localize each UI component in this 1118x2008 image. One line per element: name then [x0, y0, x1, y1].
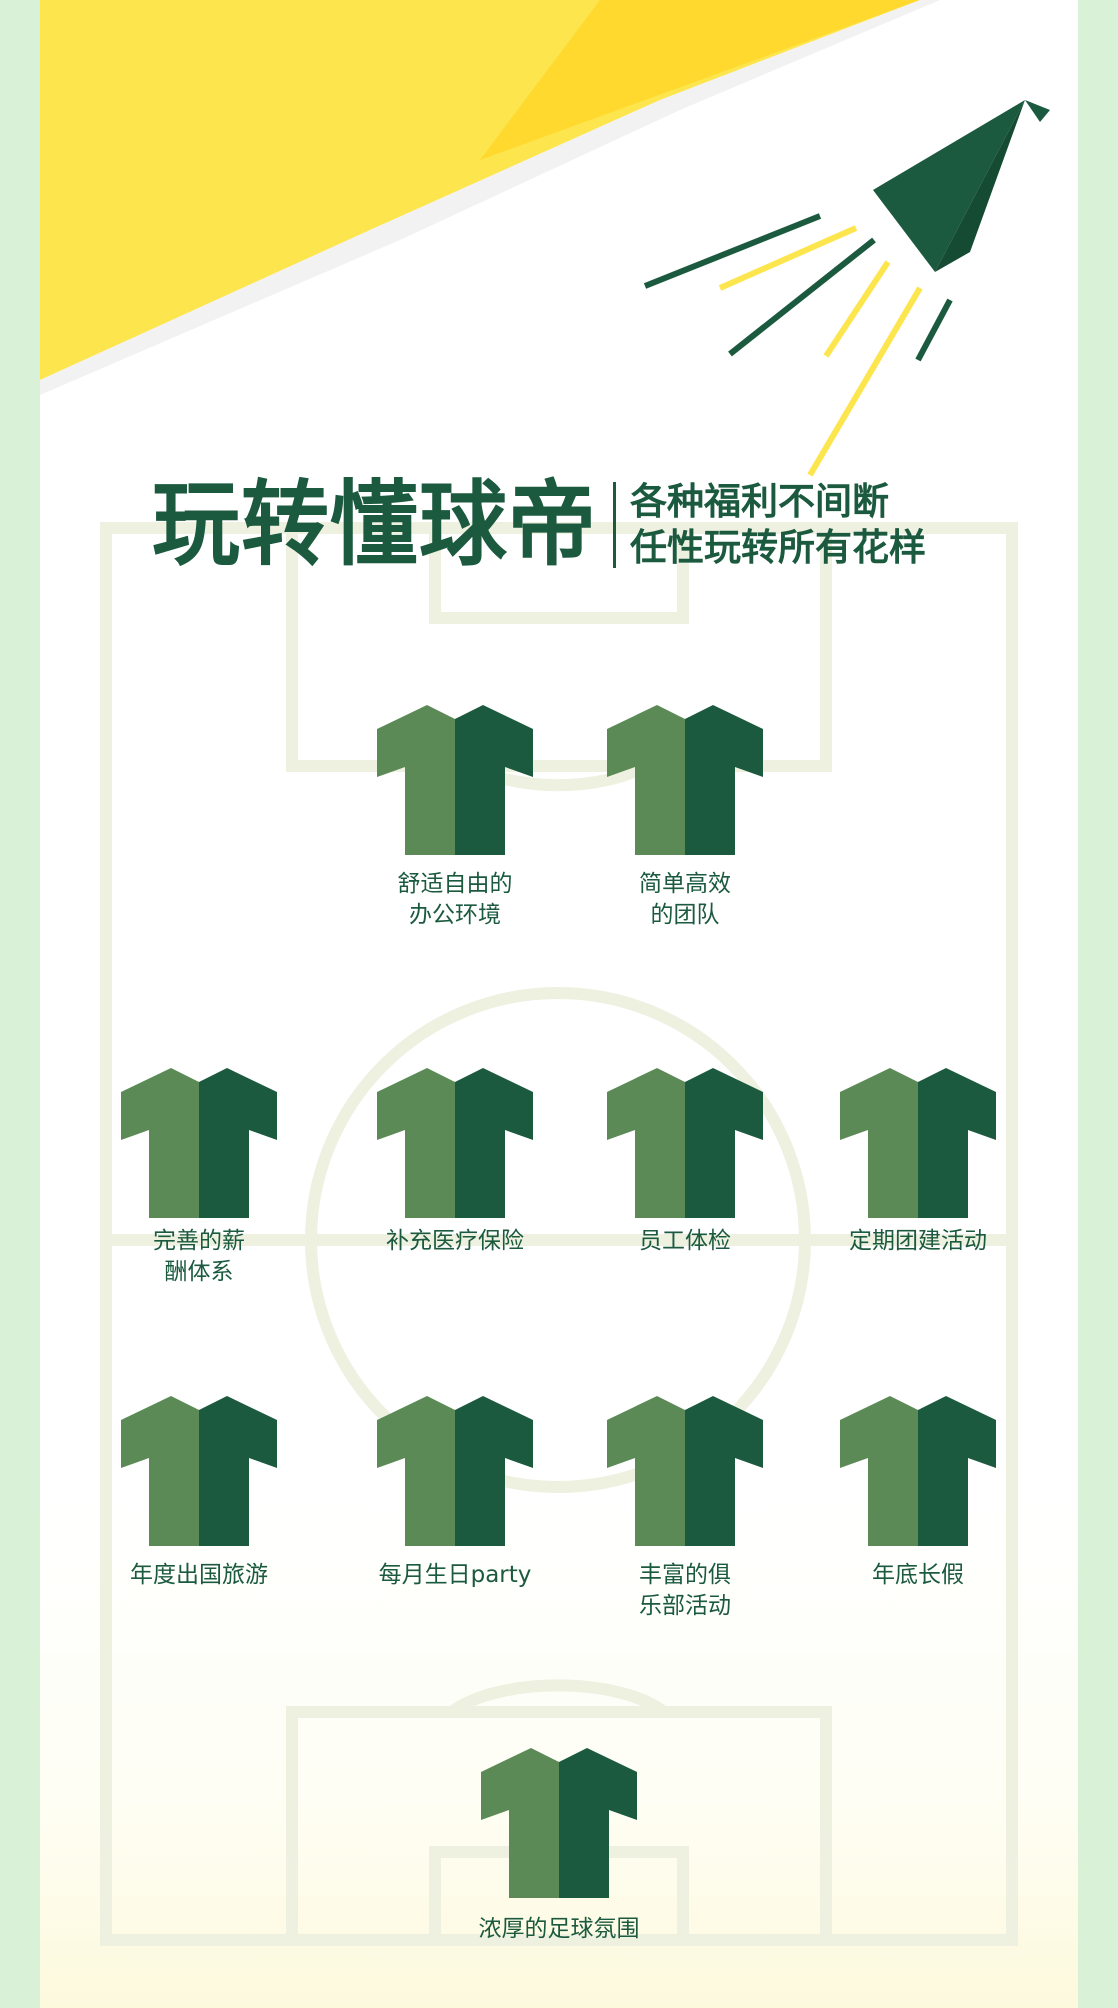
title-divider [613, 482, 617, 568]
shirt-icon [607, 705, 763, 855]
benefit-label: 员工体检 [639, 1228, 731, 1254]
benefit-salary-system: 完善的薪 酬体系 [121, 1068, 277, 1285]
benefit-label: 补充医疗保险 [386, 1228, 524, 1254]
benefit-football-atmosphere: 浓厚的足球氛围 [479, 1748, 640, 1942]
shirt-icon [377, 1396, 533, 1546]
megaphone-icon [643, 100, 1050, 477]
shirt-icon [840, 1068, 996, 1218]
benefit-health-checkup: 员工体检 [607, 1068, 763, 1254]
benefit-birthday-party: 每月生日party [377, 1396, 533, 1588]
benefit-label: 每月生日party [378, 1562, 532, 1588]
benefit-label: 简单高效 的团队 [639, 871, 731, 928]
shirt-icon [121, 1396, 277, 1546]
shirt-icon [481, 1748, 637, 1898]
shirt-icon [607, 1396, 763, 1546]
yellow-banner-fold [480, 0, 920, 160]
subtitle-line-1: 各种福利不间断 [630, 480, 890, 523]
benefit-medical-insurance: 补充医疗保险 [377, 1068, 533, 1254]
shirt-icon [840, 1396, 996, 1546]
benefit-label: 完善的薪 酬体系 [153, 1228, 245, 1285]
yellow-banner [40, 0, 920, 380]
football-field [100, 522, 1018, 1946]
banner-shadow [40, 0, 940, 395]
page: 玩转懂球帝 各种福利不间断 任性玩转所有花样 舒适自由的 办公环境 简单高效 的… [40, 0, 1078, 2008]
shirt-icon [377, 705, 533, 855]
benefit-efficient-team: 简单高效 的团队 [607, 705, 763, 928]
benefit-label: 年底长假 [872, 1562, 964, 1588]
benefit-label: 年度出国旅游 [130, 1562, 268, 1588]
benefit-overseas-trip: 年度出国旅游 [121, 1396, 277, 1588]
bottom-penalty-arc [448, 1679, 668, 1717]
subtitle-block: 各种福利不间断 任性玩转所有花样 [630, 479, 926, 571]
center-circle [305, 987, 811, 1493]
benefit-office-environment: 舒适自由的 办公环境 [377, 705, 533, 928]
top-goal-box [429, 522, 689, 624]
benefit-label: 浓厚的足球氛围 [478, 1916, 640, 1942]
title-block: 玩转懂球帝 各种福利不间断 任性玩转所有花样 [152, 470, 992, 579]
benefit-team-building: 定期团建活动 [840, 1068, 996, 1254]
background-art [40, 0, 1050, 1946]
benefit-label: 舒适自由的 办公环境 [397, 871, 513, 928]
benefit-year-end-holiday: 年底长假 [840, 1396, 996, 1588]
shirt-icon [377, 1068, 533, 1218]
benefit-club-activities: 丰富的俱 乐部活动 [607, 1396, 763, 1619]
page-title: 玩转懂球帝 [152, 470, 598, 579]
benefit-label: 丰富的俱 乐部活动 [639, 1562, 731, 1619]
shirt-icon [607, 1068, 763, 1218]
shirt-icon [121, 1068, 277, 1218]
benefit-label: 定期团建活动 [849, 1228, 987, 1254]
subtitle-line-2: 任性玩转所有花样 [630, 526, 927, 569]
